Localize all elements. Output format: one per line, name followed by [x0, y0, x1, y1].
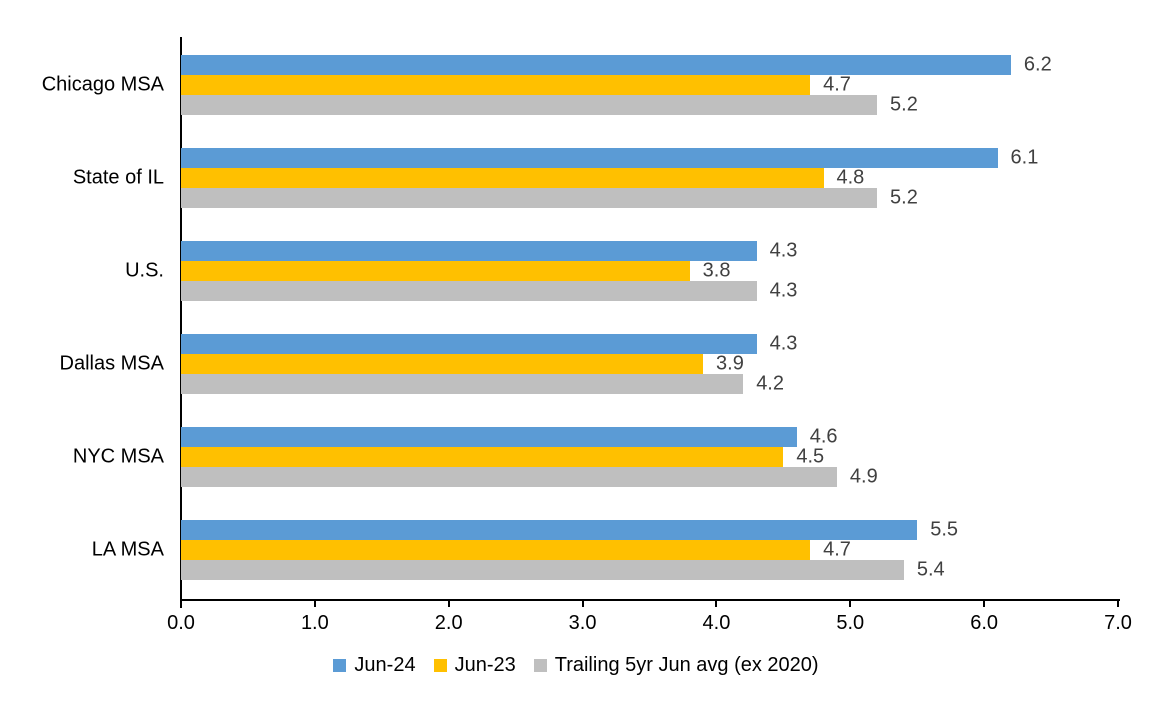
- bar-jun-23-chicago-msa: [181, 75, 811, 95]
- x-tick-label: 0.0: [167, 612, 195, 634]
- value-label-jun-24-state-of-il: 6.1: [1010, 146, 1039, 169]
- x-tick-label: 5.0: [836, 612, 865, 634]
- legend-item-jun-23: Jun-23: [433, 653, 516, 677]
- value-label-jun-23-dallas-msa: 3.9: [716, 352, 744, 375]
- bar-jun-23-u-s: [181, 261, 690, 281]
- x-tick-label: 3.0: [568, 612, 597, 634]
- bar-trailing-5yr-jun-avg-ex-2020-la-msa: [181, 560, 904, 580]
- bar-jun-23-state-of-il: [181, 168, 824, 188]
- x-tick-label: 1.0: [300, 612, 329, 634]
- x-axis-tick: [581, 599, 584, 607]
- y-axis-line: [180, 37, 182, 608]
- category-label-la-msa: LA MSA: [91, 538, 164, 561]
- x-tick-label: 7.0: [1104, 612, 1132, 634]
- value-label-trailing-5yr-jun-avg-ex-2020-state-of-il: 5.2: [890, 186, 918, 209]
- bar-trailing-5yr-jun-avg-ex-2020-u-s: [181, 281, 757, 301]
- x-axis-line: [180, 599, 1120, 601]
- value-label-jun-24-nyc-msa: 4.6: [809, 425, 838, 448]
- legend: Jun-24 Jun-23 Trailing 5yr Jun avg (ex 202…: [0, 652, 1152, 678]
- legend-item-jun-24: Jun-24: [333, 653, 416, 677]
- value-label-jun-23-la-msa: 4.7: [823, 538, 851, 561]
- bar-jun-24-la-msa: [181, 520, 918, 540]
- x-axis-tick: [715, 599, 718, 607]
- bar-jun-24-state-of-il: [181, 148, 998, 168]
- x-tick-label: 6.0: [970, 612, 999, 634]
- bar-jun-23-dallas-msa: [181, 354, 704, 374]
- value-label-jun-24-la-msa: 5.5: [930, 518, 959, 541]
- category-label-state-of-il: State of IL: [72, 166, 164, 189]
- bar-trailing-5yr-jun-avg-ex-2020-nyc-msa: [181, 467, 837, 487]
- value-label-trailing-5yr-jun-avg-ex-2020-u-s: 4.3: [769, 279, 798, 302]
- value-label-trailing-5yr-jun-avg-ex-2020-nyc-msa: 4.9: [849, 465, 878, 488]
- bar-jun-24-dallas-msa: [181, 334, 757, 354]
- x-axis-tick: [313, 599, 316, 607]
- x-tick-label: 4.0: [702, 612, 731, 634]
- category-label-dallas-msa: Dallas MSA: [59, 352, 164, 375]
- value-label-jun-23-state-of-il: 4.8: [836, 166, 865, 189]
- legend-label: Jun-23: [454, 653, 516, 676]
- x-axis-tick: [447, 599, 450, 607]
- bar-trailing-5yr-jun-avg-ex-2020-chicago-msa: [181, 95, 878, 115]
- value-label-jun-23-chicago-msa: 4.7: [823, 73, 851, 96]
- x-axis-tick: [849, 599, 852, 607]
- value-label-trailing-5yr-jun-avg-ex-2020-la-msa: 5.4: [916, 558, 945, 581]
- legend-swatch-jun-24: [333, 658, 347, 672]
- category-label-nyc-msa: NYC MSA: [72, 445, 164, 468]
- legend-swatch-jun-23: [433, 658, 447, 672]
- bar-jun-23-la-msa: [181, 540, 811, 560]
- category-label-u-s: U.S.: [125, 259, 164, 282]
- bar-trailing-5yr-jun-avg-ex-2020-dallas-msa: [181, 374, 744, 394]
- bar-jun-24-nyc-msa: [181, 427, 797, 447]
- bar-jun-24-chicago-msa: [181, 55, 1011, 75]
- category-label-chicago-msa: Chicago MSA: [41, 73, 164, 96]
- bar-jun-24-u-s: [181, 241, 757, 261]
- x-axis-tick: [983, 599, 986, 607]
- bar-trailing-5yr-jun-avg-ex-2020-state-of-il: [181, 188, 878, 208]
- value-label-jun-23-nyc-msa: 4.5: [796, 445, 825, 468]
- legend-label: Trailing 5yr Jun avg (ex 2020): [554, 653, 819, 676]
- legend-swatch-trailing-5yr-jun-avg-ex-2020: [533, 658, 547, 672]
- legend-label: Jun-24: [354, 653, 416, 676]
- value-label-trailing-5yr-jun-avg-ex-2020-dallas-msa: 4.2: [756, 372, 784, 395]
- bar-jun-23-nyc-msa: [181, 447, 784, 467]
- x-tick-label: 2.0: [434, 612, 463, 634]
- legend-item-trailing-5yr-jun-avg-ex-2020: Trailing 5yr Jun avg (ex 2020): [533, 653, 819, 677]
- x-axis-tick: [1117, 599, 1119, 607]
- value-label-jun-24-u-s: 4.3: [769, 239, 798, 262]
- value-label-jun-24-chicago-msa: 6.2: [1023, 53, 1052, 76]
- value-label-jun-23-u-s: 3.8: [702, 259, 731, 282]
- value-label-trailing-5yr-jun-avg-ex-2020-chicago-msa: 5.2: [890, 93, 918, 116]
- value-label-jun-24-dallas-msa: 4.3: [769, 332, 798, 355]
